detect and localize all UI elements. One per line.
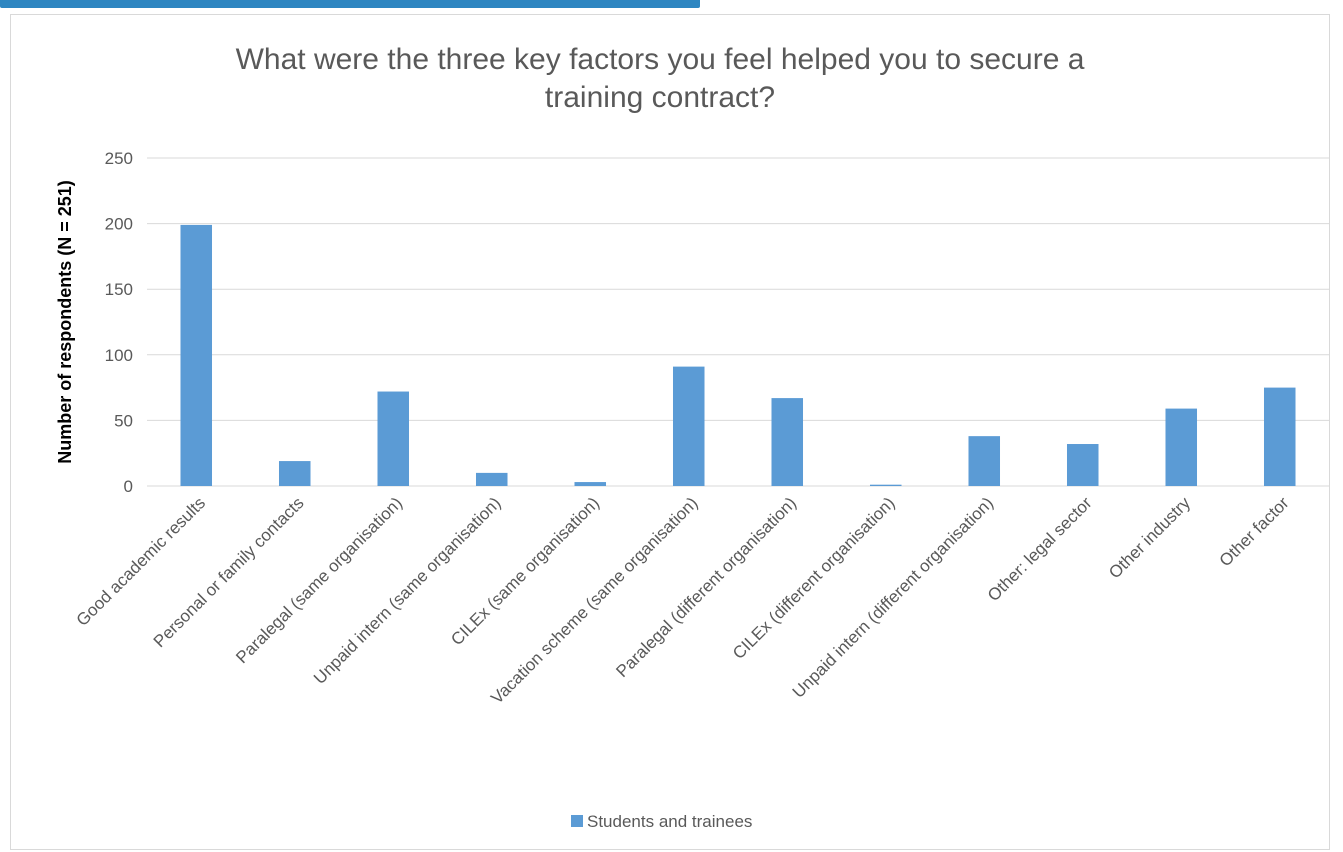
y-tick-label: 50 — [114, 411, 133, 430]
bar — [278, 461, 311, 486]
bar — [475, 472, 508, 486]
chart-title-line-1: What were the three key factors you feel… — [236, 43, 1085, 76]
bar — [574, 482, 607, 486]
x-category-label: Vacation scheme (same organisation) — [487, 493, 701, 707]
x-category-label: Other factor — [1216, 493, 1293, 570]
bars — [180, 224, 1296, 487]
y-tick-label: 200 — [105, 215, 133, 234]
x-category-label: Other: legal sector — [984, 493, 1096, 605]
y-axis-label: Number of respondents (N = 251) — [55, 180, 75, 464]
chart-title-line-2: training contract? — [545, 81, 775, 114]
bar-chart: What were the three key factors you feel… — [55, 43, 1329, 831]
x-category-label: Paralegal (different organisation) — [612, 493, 800, 681]
header-heading-cutoff — [0, 0, 720, 8]
legend-label: Students and trainees — [587, 812, 752, 831]
x-category-label: Unpaid intern (different organisation) — [789, 493, 997, 701]
header-strip — [0, 0, 1343, 8]
x-category-label: Unpaid intern (same organisation) — [310, 493, 505, 688]
bar — [1066, 444, 1099, 486]
bar — [672, 366, 705, 486]
bar — [377, 391, 410, 486]
y-axis-ticks: 0 50 100 150 200 250 — [105, 149, 133, 496]
bar — [1263, 387, 1296, 486]
x-category-label: CILEx (different organisation) — [729, 493, 899, 663]
x-category-label: Other industry — [1105, 493, 1194, 582]
x-category-label: Paralegal (same organisation) — [232, 493, 406, 667]
legend: Students and trainees — [571, 812, 752, 831]
y-tick-label: 0 — [124, 477, 133, 496]
bar — [968, 436, 1001, 486]
legend-swatch — [571, 815, 583, 827]
bar — [180, 224, 213, 487]
y-tick-label: 250 — [105, 149, 133, 168]
bar — [869, 484, 902, 486]
header-heading-bar — [0, 0, 700, 8]
bar — [771, 398, 804, 486]
chart-frame: What were the three key factors you feel… — [10, 14, 1330, 850]
y-tick-label: 150 — [105, 280, 133, 299]
gridlines — [147, 157, 1329, 487]
bar — [1165, 408, 1198, 486]
y-tick-label: 100 — [105, 346, 133, 365]
